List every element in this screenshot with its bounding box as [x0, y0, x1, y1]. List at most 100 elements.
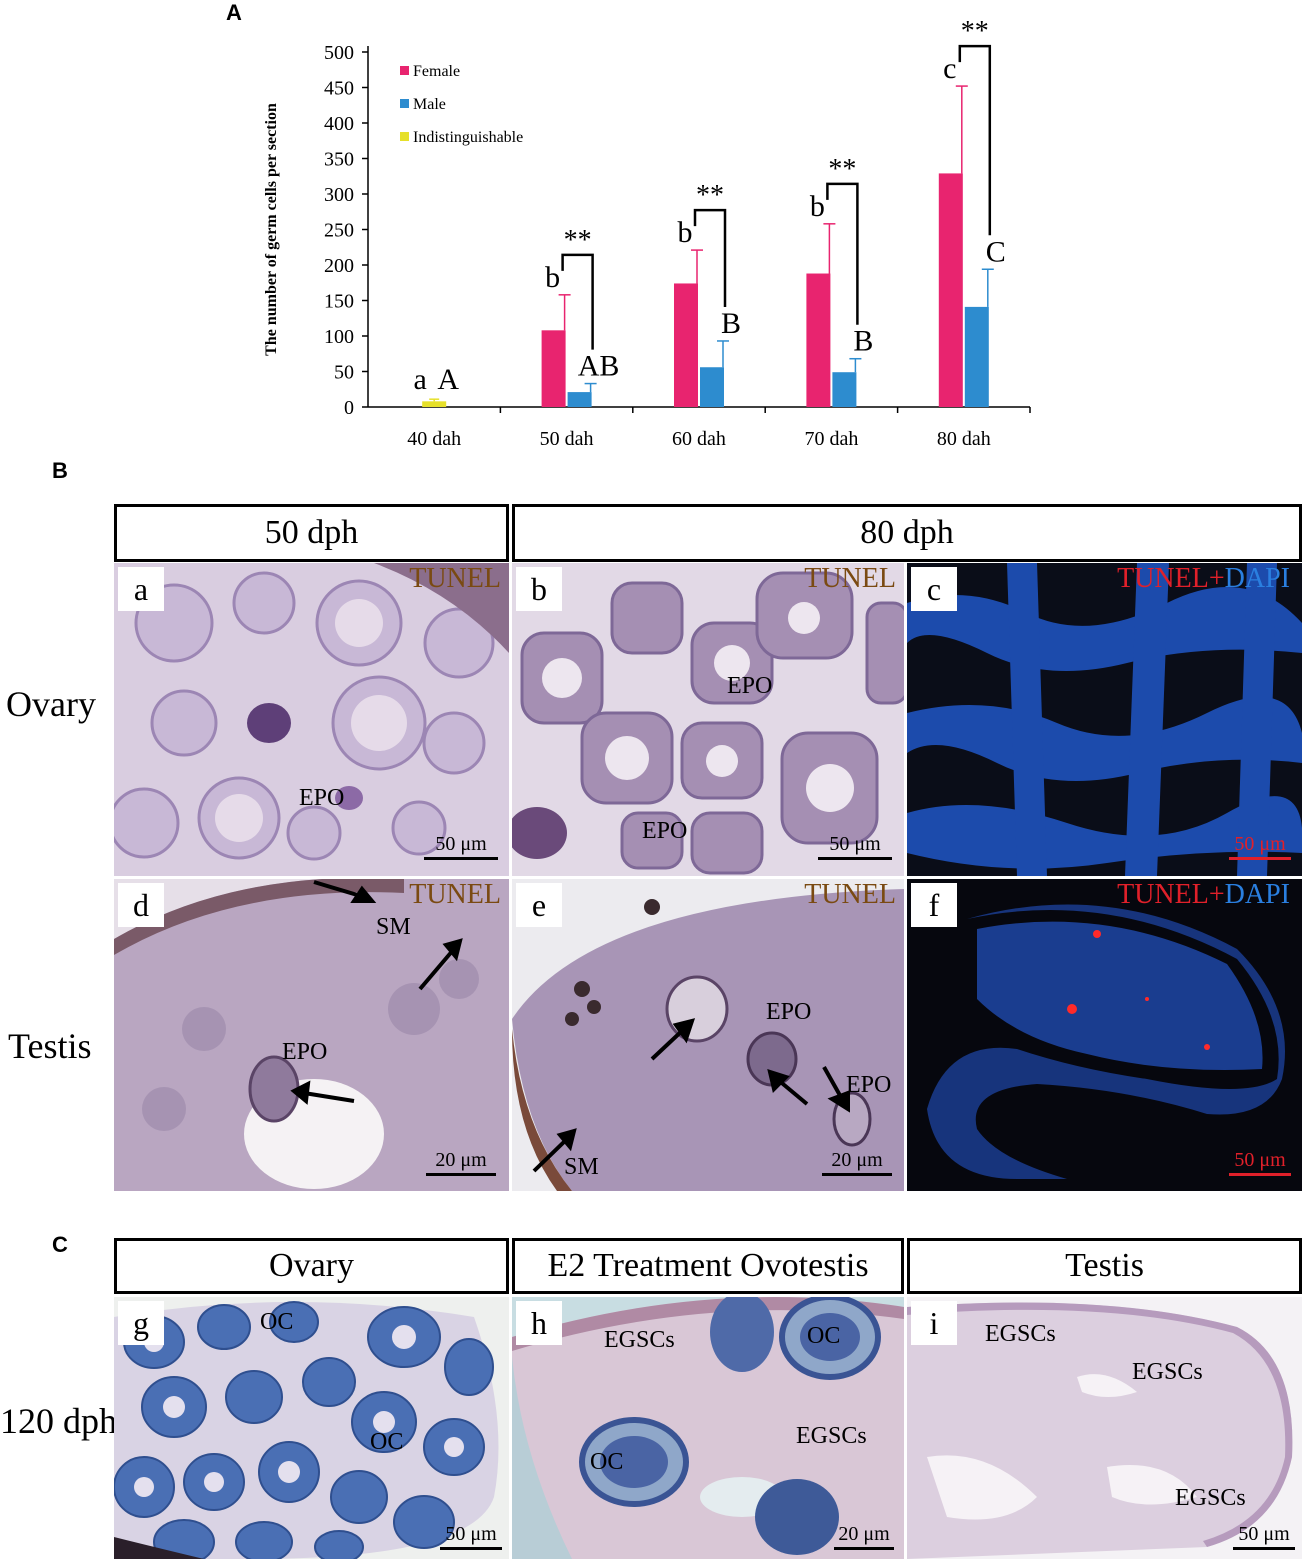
row-label-ovary: Ovary — [6, 684, 96, 724]
label-egscs-i-2: EGSCs — [1132, 1359, 1203, 1385]
scale-line-c — [1229, 857, 1291, 860]
tile-tag-d: d — [118, 883, 164, 927]
significance-bracket-4 — [958, 44, 992, 236]
label-egscs-i-3: EGSCs — [1175, 1485, 1246, 1511]
label-epo-b-1: EPO — [727, 673, 773, 699]
scale-line-e — [822, 1173, 892, 1176]
y-tick-label: 0 — [344, 397, 354, 419]
label-sm-e: SM — [564, 1154, 599, 1180]
scale-bar-c: 50 μm — [1229, 833, 1291, 860]
scale-bar-d: 20 μm — [426, 1149, 496, 1176]
micrograph-c-ovary-tunel-dapi: c TUNEL+DAPI 50 μm — [907, 563, 1302, 876]
label-egscs-i-1: EGSCs — [985, 1321, 1056, 1347]
stain-label-tunel-b: TUNEL — [804, 563, 896, 594]
bar-male-1 — [567, 392, 592, 407]
stain-tunel-f: TUNEL+ — [1117, 879, 1225, 910]
bar-male-2 — [700, 367, 724, 407]
x-tick-label: 60 dah — [672, 428, 726, 450]
stain-dapi-c: DAPI — [1224, 563, 1290, 594]
label-oc-h-2: OC — [590, 1449, 624, 1475]
scale-bar-i: 50 μm — [1233, 1523, 1295, 1550]
scale-line-i — [1233, 1547, 1295, 1550]
stain-tunel-c: TUNEL+ — [1117, 563, 1225, 594]
letter-male-0: A — [437, 363, 459, 396]
label-egscs-h-1: EGSCs — [604, 1327, 675, 1353]
bar-female-4 — [938, 173, 963, 407]
label-epo-e-2: EPO — [846, 1072, 892, 1098]
y-tick-label: 200 — [324, 255, 354, 277]
micrograph-a-ovary-50dph: a TUNEL EPO 50 μm — [114, 563, 509, 876]
legend-swatch-male — [400, 99, 409, 108]
label-oc-h-1: OC — [807, 1323, 841, 1349]
x-tick-label: 40 dah — [407, 428, 461, 450]
scale-text-b: 50 μm — [829, 833, 881, 855]
tile-tag-i: i — [911, 1301, 957, 1345]
panel-letter-a: A — [226, 0, 242, 25]
label-epo-a: EPO — [299, 785, 345, 811]
panel-letter-c: C — [52, 1232, 68, 1257]
row-label-testis: Testis — [8, 1026, 92, 1066]
scale-line-f — [1229, 1173, 1291, 1176]
x-tick-label: 70 dah — [804, 428, 858, 450]
y-tick-label: 250 — [324, 220, 354, 242]
legend-swatch-female — [400, 66, 409, 75]
scale-text-e: 20 μm — [831, 1149, 883, 1171]
y-tick-label: 100 — [324, 326, 354, 348]
significance-bracket-3 — [826, 182, 859, 325]
tile-tag-g: g — [118, 1301, 164, 1345]
bar-indistinguishable-0 — [422, 401, 447, 407]
legend-label-male: Male — [413, 96, 446, 113]
significance-bracket-1 — [561, 253, 594, 350]
significance-mark-2: ** — [696, 180, 724, 211]
scale-text-g: 50 μm — [445, 1523, 497, 1545]
legend-label-female: Female — [413, 63, 460, 80]
scale-bar-h: 20 μm — [834, 1523, 894, 1550]
tile-tag-a: a — [118, 567, 164, 611]
significance-mark-1: ** — [564, 225, 592, 256]
tile-tag-e: e — [516, 883, 562, 927]
y-tick-label: 350 — [324, 149, 354, 171]
bar-female-1 — [541, 330, 566, 407]
tile-tag-c: c — [911, 567, 957, 611]
significance-bracket-2 — [693, 208, 727, 307]
label-sm-d: SM — [376, 914, 411, 940]
scale-line-d — [426, 1173, 496, 1176]
letter-female-3: b — [810, 190, 825, 223]
letter-female-4: c — [943, 52, 956, 85]
y-tick-label: 400 — [324, 113, 354, 135]
micrograph-h-e2-ovotestis-120dph: h EGSCs OC EGSCs OC 20 μm — [512, 1297, 904, 1559]
stain-label-tunel-e: TUNEL — [804, 879, 896, 910]
y-tick-label: 500 — [324, 42, 354, 64]
y-tick-label: 300 — [324, 184, 354, 206]
header-testis: Testis — [907, 1238, 1302, 1294]
scale-bar-b: 50 μm — [818, 833, 892, 860]
scale-line-a — [424, 857, 498, 860]
legend-swatch-indistinguishable — [400, 132, 409, 141]
x-tick-label: 80 dah — [937, 428, 991, 450]
legend-label-indistinguishable: Indistinguishable — [413, 129, 523, 146]
label-epo-d: EPO — [282, 1039, 328, 1065]
stain-label-f: TUNEL+DAPI — [1117, 879, 1290, 911]
scale-text-h: 20 μm — [838, 1523, 890, 1545]
letter-female-1: b — [545, 261, 560, 294]
label-epo-b-2: EPO — [642, 818, 688, 844]
tile-tag-h: h — [516, 1301, 562, 1345]
y-tick-label: 50 — [334, 362, 354, 384]
letter-male-4: C — [986, 235, 1006, 268]
label-egscs-h-2: EGSCs — [796, 1423, 867, 1449]
scale-bar-f: 50 μm — [1229, 1149, 1291, 1176]
tile-tag-f: f — [911, 883, 957, 927]
y-tick-label: 150 — [324, 291, 354, 313]
scale-line-h — [834, 1547, 894, 1550]
y-axis-label: The number of germ cells per section — [263, 103, 280, 356]
significance-mark-3: ** — [828, 154, 856, 185]
header-80-dph: 80 dph — [512, 504, 1302, 562]
stain-dapi-f: DAPI — [1224, 879, 1290, 910]
stain-label-tunel-a: TUNEL — [409, 563, 501, 594]
micrograph-g-ovary-120dph: g OC OC 50 μm — [114, 1297, 509, 1559]
header-ovary: Ovary — [114, 1238, 509, 1294]
header-e2-ovotestis: E2 Treatment Ovotestis — [512, 1238, 904, 1294]
scale-bar-a: 50 μm — [424, 833, 498, 860]
bar-female-2 — [674, 283, 698, 407]
header-50-dph: 50 dph — [114, 504, 509, 562]
